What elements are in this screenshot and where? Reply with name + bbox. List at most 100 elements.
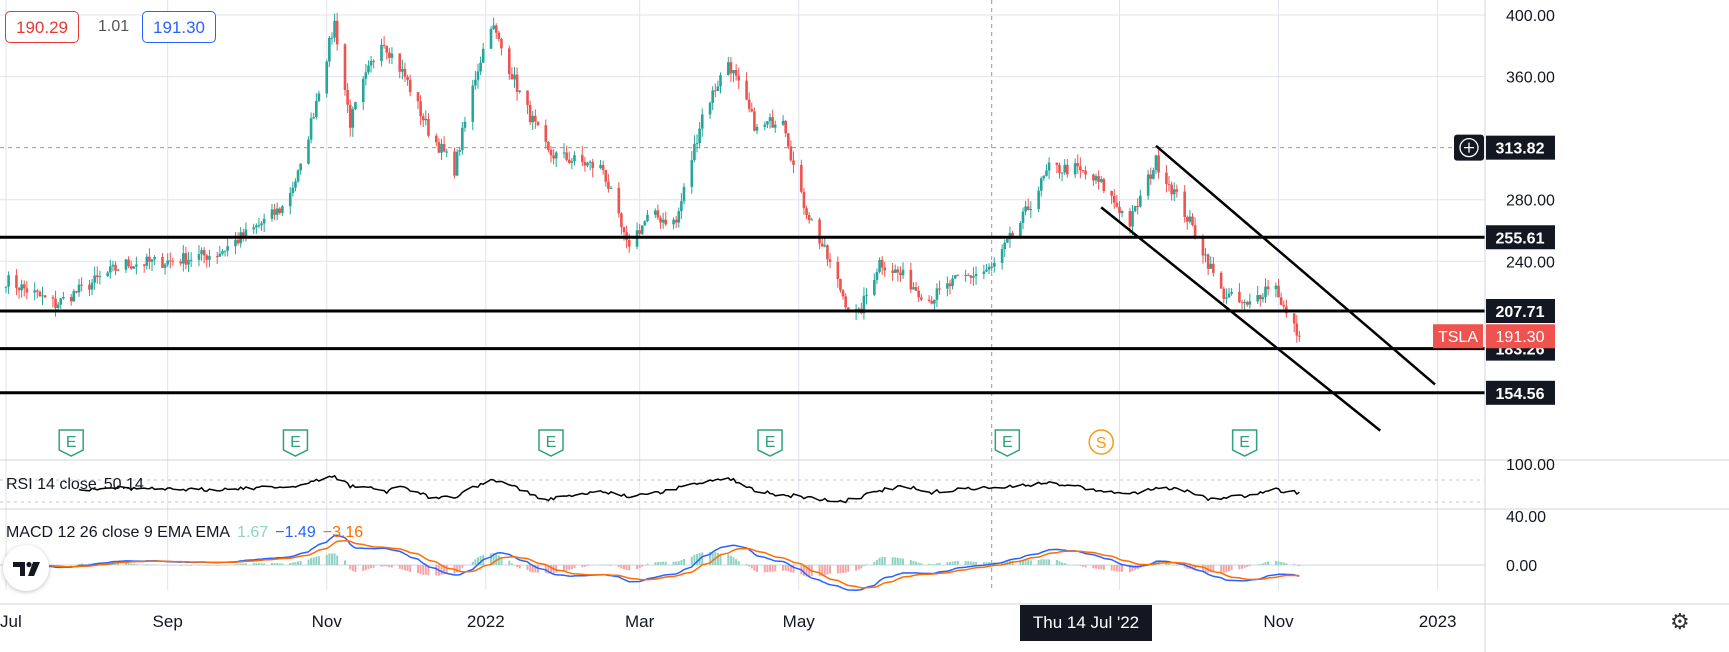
macd-histogram-bar: [148, 564, 151, 565]
macd-histogram-bar: [75, 564, 78, 566]
macd-histogram-bar: [844, 565, 847, 573]
candle-body: [544, 125, 548, 142]
candle-body: [865, 294, 868, 296]
macd-histogram-bar: [1212, 565, 1215, 573]
macd-histogram-bar: [682, 558, 685, 565]
candle-body: [453, 151, 456, 176]
macd-histogram-bar: [951, 561, 954, 565]
candle-body: [80, 284, 83, 286]
candle-body: [896, 269, 900, 273]
candle-body: [802, 191, 806, 209]
macd-histogram-bar: [161, 565, 164, 566]
candle-body: [59, 298, 63, 305]
candle-body: [168, 260, 172, 262]
candle-body: [591, 161, 595, 169]
macd-histogram-bar: [208, 565, 211, 566]
candle-body: [335, 20, 339, 45]
macd-histogram-bar: [1183, 565, 1186, 568]
candle-body: [507, 48, 511, 75]
macd-histogram-bar: [1040, 559, 1043, 565]
rsi-legend[interactable]: RSI 14 close 50.14: [6, 476, 151, 494]
macd-histogram-bar: [948, 561, 951, 565]
macd-histogram-bar: [563, 565, 566, 572]
macd-legend[interactable]: MACD 12 26 close 9 EMA EMA 1.67 −1.49 −3.16: [6, 524, 370, 542]
candle-body: [1183, 191, 1186, 218]
candle-body: [369, 60, 373, 66]
candle-body: [515, 74, 519, 92]
candle-body: [114, 264, 117, 271]
macd-histogram-bar: [1134, 565, 1137, 571]
candle-body: [919, 297, 923, 300]
macd-histogram-bar: [184, 565, 187, 566]
price-tick-label: 280.00: [1506, 193, 1555, 210]
earnings-event-label: E: [1002, 434, 1013, 451]
macd-histogram-bar: [1042, 559, 1045, 565]
macd-histogram-bar: [636, 565, 639, 570]
macd-histogram-bar: [729, 555, 732, 565]
macd-histogram-bar: [516, 565, 519, 568]
macd-histogram-bar: [390, 565, 393, 568]
candle-body: [41, 295, 44, 297]
candle-body: [982, 271, 986, 274]
macd-histogram-bar: [784, 565, 787, 571]
candle-body: [223, 250, 227, 252]
candle-body: [857, 308, 861, 310]
macd-histogram-bar: [310, 557, 313, 565]
candle-body: [171, 260, 175, 262]
macd-histogram-bar: [380, 565, 383, 567]
macd-histogram-bar: [1256, 564, 1259, 566]
candle-body: [1131, 211, 1134, 227]
macd-histogram-bar: [643, 565, 646, 566]
candle-body: [792, 160, 795, 165]
crosshair-add-icon-ring: [1459, 138, 1479, 158]
macd-histogram-bar: [1097, 565, 1100, 570]
macd-histogram-bar: [114, 562, 117, 565]
candle-body: [445, 151, 448, 153]
macd-histogram-bar: [518, 565, 521, 569]
candle-body: [747, 99, 751, 110]
candle-body: [661, 219, 665, 223]
candle-body: [244, 229, 248, 237]
candle-body: [458, 150, 462, 152]
candle-body: [255, 225, 258, 228]
candle-body: [953, 275, 957, 279]
ask-price[interactable]: 191.30: [142, 11, 216, 43]
candle-body: [189, 259, 193, 261]
candle-body: [528, 104, 532, 123]
macd-histogram-bar: [659, 561, 662, 565]
macd-histogram-bar: [1222, 565, 1225, 573]
candle-body: [1245, 302, 1249, 305]
candle-body: [1209, 263, 1213, 269]
candle-body: [680, 201, 683, 212]
candle-body: [893, 269, 897, 273]
bid-price[interactable]: 190.29: [5, 11, 79, 43]
macd-histogram-bar: [461, 565, 464, 568]
macd-histogram-bar: [570, 565, 573, 570]
candle-body: [844, 296, 847, 308]
candle-body: [1264, 286, 1267, 298]
macd-histogram-bar: [938, 562, 941, 565]
candle-body: [116, 269, 120, 271]
candle-body: [38, 291, 42, 297]
earnings-event-icon: [757, 429, 783, 457]
candle-body: [820, 243, 824, 247]
macd-histogram-bar: [409, 565, 412, 573]
macd-histogram-bar: [599, 564, 602, 566]
macd-histogram-bar: [422, 565, 425, 575]
crosshair-add-icon-plus: [1464, 142, 1474, 153]
macd-histogram-bar: [1230, 565, 1233, 571]
level-price-label: 207.71: [1496, 304, 1545, 321]
settings-gear-icon[interactable]: ⚙: [1670, 609, 1690, 634]
tradingview-logo-icon[interactable]: [3, 545, 49, 591]
candle-body: [946, 283, 949, 289]
macd-histogram-bar: [1225, 565, 1228, 573]
candle-body: [693, 143, 696, 161]
candle-body: [1188, 216, 1192, 222]
candle-body: [985, 269, 988, 272]
candle-body: [580, 155, 584, 162]
macd-histogram-bar: [1021, 559, 1024, 565]
candle-body: [330, 37, 334, 39]
macd-histogram-bar: [782, 565, 785, 571]
